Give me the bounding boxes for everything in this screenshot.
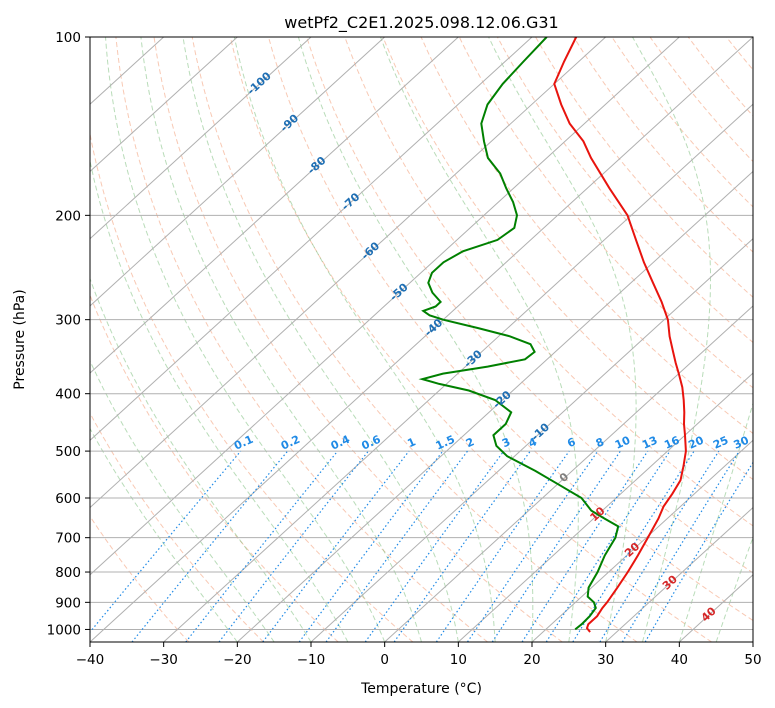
moist-adiabat <box>715 535 753 642</box>
moist-adiabat <box>90 158 349 642</box>
isotherm-line <box>310 237 753 642</box>
mixing-ratio-label: 10 <box>613 434 633 452</box>
temperature-profile <box>553 37 687 633</box>
dry-adiabat <box>306 37 753 574</box>
x-tick-label: −20 <box>223 652 252 668</box>
isotherm-line <box>90 37 680 576</box>
x-tick-label: 10 <box>450 652 467 668</box>
isotherm-line <box>90 37 607 509</box>
y-tick-label: 1000 <box>47 622 81 638</box>
dry-adiabat <box>115 37 488 642</box>
x-axis: −40 −30 −20 −10 0 10 20 30 40 50 <box>76 642 762 668</box>
dry-adiabat <box>382 37 753 481</box>
isotherm-line <box>531 439 753 642</box>
dry-adiabat <box>496 37 753 344</box>
y-tick-label: 500 <box>55 444 81 460</box>
mixing-ratio-label: 30 <box>732 434 752 452</box>
dry-adiabat <box>229 37 712 642</box>
mixing-ratio-line <box>298 450 444 642</box>
moist-adiabat <box>233 37 496 642</box>
moist-adiabat <box>678 401 753 642</box>
x-tick-label: 20 <box>523 652 540 668</box>
dry-adiabat <box>420 37 753 435</box>
isotherm-line <box>457 372 753 642</box>
mixing-ratio-label: 16 <box>662 434 682 452</box>
moist-adiabat <box>488 37 637 642</box>
isotherm-line <box>384 305 753 642</box>
mixing-ratio-line <box>621 450 740 642</box>
moist-adiabat <box>90 427 238 642</box>
x-tick-label: −40 <box>76 652 105 668</box>
isotherm-line <box>605 506 753 642</box>
x-tick-label: 50 <box>744 652 761 668</box>
mixing-ratio-lines <box>90 450 753 642</box>
x-tick-label: 40 <box>671 652 688 668</box>
y-tick-label: 700 <box>55 531 81 547</box>
y-tick-label: 800 <box>55 565 81 581</box>
dry-adiabat <box>458 37 753 389</box>
x-tick-label: 0 <box>380 652 389 668</box>
y-tick-label: 100 <box>55 30 81 46</box>
dry-adiabat <box>153 37 563 642</box>
x-tick-label: 30 <box>597 652 614 668</box>
mixing-ratio-line <box>262 450 410 642</box>
moist-adiabat <box>380 37 579 642</box>
isotherm-line <box>90 37 238 173</box>
y-tick-label: 900 <box>55 595 81 611</box>
plot-area: 0.10.20.40.611.52346810131620253036-100-… <box>90 37 753 642</box>
dry-adiabat <box>611 37 753 208</box>
moist-adiabat <box>632 37 711 642</box>
x-tick-label: −10 <box>297 652 326 668</box>
isotherm-line <box>163 103 753 642</box>
mixing-ratio-line <box>90 450 242 633</box>
moist-adiabat <box>140 37 422 642</box>
y-tick-label: 400 <box>55 387 81 403</box>
mixing-ratio-line <box>491 450 621 642</box>
isotherm-grid <box>90 37 753 642</box>
plot-frame <box>89 36 754 643</box>
mixing-ratio-line <box>393 450 531 642</box>
y-axis: 1000 900 800 700 600 500 400 300 200 100 <box>47 30 90 638</box>
isotherm-line <box>90 37 386 307</box>
chart-title: wetPf2_C2E1.2025.098.12.06.G31 <box>284 13 558 33</box>
dry-adiabat <box>191 37 638 642</box>
dewpoint-profile <box>418 37 620 631</box>
moist-adiabat <box>90 359 275 642</box>
mixing-ratio-line <box>435 450 570 642</box>
mixing-ratio-label: 25 <box>711 434 730 452</box>
y-tick-label: 300 <box>55 313 81 329</box>
y-axis-label: Pressure (hPa) <box>12 289 28 389</box>
isotherm-line <box>90 37 753 642</box>
mixing-ratio-line <box>131 450 289 642</box>
moist-adiabat <box>297 37 534 642</box>
x-tick-label: −30 <box>149 652 178 668</box>
mixing-ratio-line <box>325 450 468 642</box>
moist-adiabat <box>182 37 459 642</box>
y-tick-label: 600 <box>55 491 81 507</box>
mixing-ratio-line <box>185 450 339 642</box>
isotherm-line <box>236 170 753 642</box>
dry-adiabat <box>90 515 190 642</box>
mixing-ratio-line <box>466 450 599 642</box>
dry-adiabat <box>344 37 753 527</box>
mixing-ratio-label: 20 <box>686 434 706 452</box>
isotherm-line <box>90 37 533 442</box>
mixing-ratio-label: 13 <box>640 434 659 452</box>
sounding-profiles <box>418 37 687 633</box>
x-axis-label: Temperature (°C) <box>360 681 482 697</box>
isotherm-line <box>90 37 459 374</box>
mixing-ratio-line <box>545 450 671 642</box>
y-tick-label: 200 <box>55 208 81 224</box>
isotherm-line <box>90 37 312 240</box>
mixing-ratio-line <box>572 450 695 642</box>
mixing-ratio-line <box>364 450 505 642</box>
mixing-ratio-line <box>521 450 649 642</box>
dry-adiabat <box>268 37 753 622</box>
